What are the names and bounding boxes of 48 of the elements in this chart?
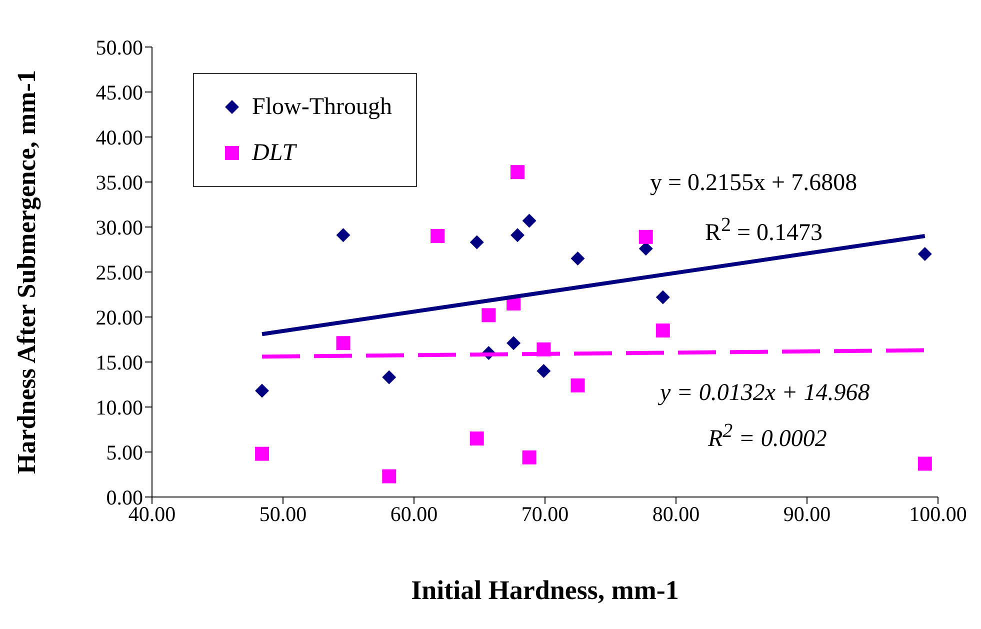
point bbox=[638, 230, 653, 244]
point bbox=[510, 165, 524, 180]
y-tick-label: 30.00 bbox=[96, 215, 143, 240]
x-tick-label: 80.00 bbox=[652, 502, 700, 526]
point bbox=[656, 290, 670, 304]
y-tick-label: 15.00 bbox=[96, 350, 143, 374]
point bbox=[570, 378, 585, 392]
annotation: R$^{2}$ = 0.1473 bbox=[705, 214, 823, 247]
x-axis-title: Initial Hardness, mm-1 bbox=[411, 575, 679, 605]
x-tick-label: 90.00 bbox=[783, 502, 831, 526]
point bbox=[638, 242, 653, 256]
x-tick-label: 60.00 bbox=[390, 502, 438, 526]
point bbox=[536, 364, 551, 378]
point bbox=[255, 446, 270, 461]
point bbox=[522, 450, 536, 464]
point bbox=[482, 308, 496, 322]
point bbox=[918, 247, 932, 261]
x-tick-label: 50.00 bbox=[259, 502, 307, 526]
point bbox=[470, 432, 484, 446]
point bbox=[570, 252, 585, 266]
annotation: y = 0.2155x + 7.6808 bbox=[650, 170, 858, 197]
point bbox=[382, 469, 396, 484]
x-tick-label: 70.00 bbox=[521, 502, 569, 526]
point bbox=[522, 214, 536, 228]
point bbox=[336, 336, 350, 350]
legend-label: Flow-Through bbox=[252, 94, 392, 120]
point bbox=[336, 228, 350, 242]
annotation: y = 0.0132x + 14.968 bbox=[660, 380, 870, 407]
point bbox=[506, 336, 521, 350]
y-tick-label: 25.00 bbox=[96, 260, 143, 284]
point bbox=[430, 229, 445, 243]
x-tick-label: 100.00 bbox=[909, 502, 967, 526]
point bbox=[470, 235, 484, 250]
y-tick-label: 5.00 bbox=[106, 440, 143, 464]
point bbox=[382, 370, 396, 384]
point bbox=[656, 324, 670, 338]
annotation: R$^{2}$ = 0.0002 bbox=[708, 420, 827, 453]
y-tick-label: 20.00 bbox=[96, 305, 143, 330]
point bbox=[918, 456, 932, 471]
y-tick-label: 45.00 bbox=[96, 80, 143, 104]
point bbox=[255, 384, 270, 398]
y-tick-label: 40.00 bbox=[96, 125, 143, 150]
y-tick-label: 50.00 bbox=[96, 35, 143, 60]
y-tick-label: 35.00 bbox=[96, 170, 143, 194]
y-tick-label: 10.00 bbox=[96, 395, 143, 420]
y-axis-title: Hardness After Submergence, mm-1 bbox=[12, 70, 42, 474]
legend-label: DLT bbox=[252, 140, 296, 166]
point bbox=[510, 228, 524, 242]
